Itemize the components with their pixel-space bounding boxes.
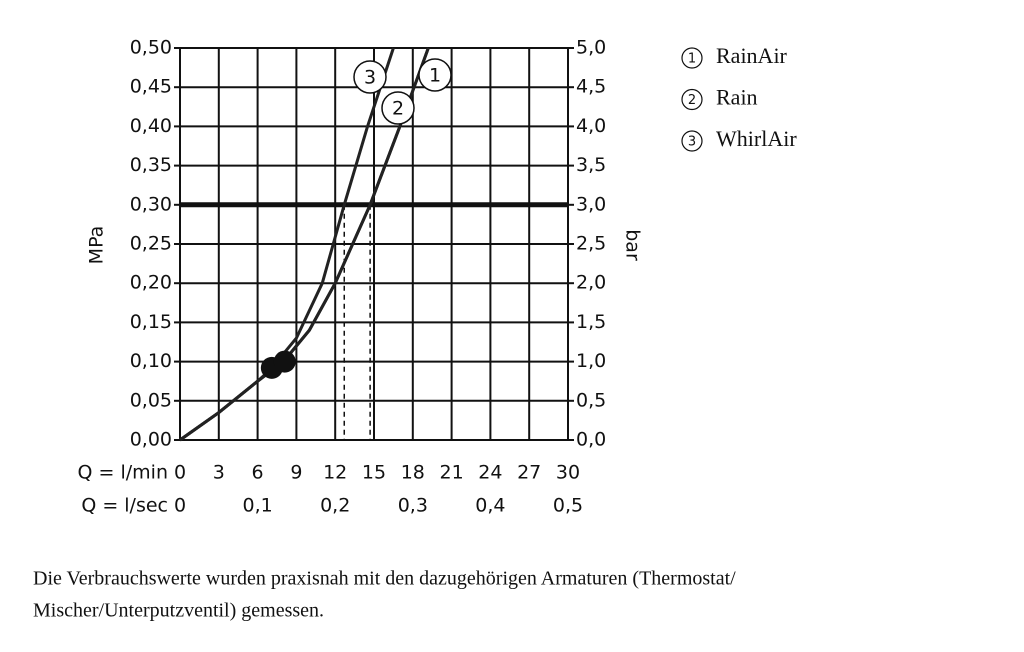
curve-label-circle bbox=[381, 91, 415, 125]
curve-label: 2 bbox=[392, 98, 404, 120]
highlight-point bbox=[273, 350, 296, 373]
y2-tick-label: 1,5 bbox=[576, 311, 606, 333]
x2-tick-label: 0,3 bbox=[398, 495, 428, 517]
y-tick-label: 0,50 bbox=[130, 37, 172, 59]
x2-tick-label: 0,4 bbox=[475, 495, 505, 517]
note: Mischer/Unterputzventil) gemessen. bbox=[33, 600, 324, 622]
legend-number: 2 bbox=[688, 93, 696, 108]
x2-axis-label: Q = l/sec bbox=[81, 495, 168, 517]
y2-tick-label: 3,5 bbox=[576, 154, 606, 176]
y-tick-label: 0,10 bbox=[130, 350, 172, 372]
series-line bbox=[179, 47, 395, 442]
x-tick-label: 21 bbox=[440, 462, 464, 484]
y2-tick-label: 2,5 bbox=[576, 233, 606, 255]
curve-label-circle bbox=[353, 60, 387, 94]
y-tick-label: 0,05 bbox=[130, 389, 172, 411]
x2-tick-label: 0,1 bbox=[242, 495, 272, 517]
x-tick-label: 24 bbox=[478, 462, 502, 484]
x-tick-label: 30 bbox=[556, 462, 580, 484]
y-tick-label: 0,00 bbox=[130, 429, 172, 451]
y2-axis-label: bar bbox=[622, 229, 644, 261]
y-axis-label: MPa bbox=[86, 226, 108, 265]
y2-tick-label: 1,0 bbox=[576, 350, 606, 372]
curve-label: 3 bbox=[364, 67, 376, 89]
legend-circle bbox=[681, 47, 703, 69]
y-tick-label: 0,25 bbox=[130, 233, 172, 255]
legend-number: 3 bbox=[688, 135, 696, 150]
legend-label: RainAir bbox=[716, 43, 788, 68]
x-tick-label: 18 bbox=[401, 462, 425, 484]
y-tick-label: 0,15 bbox=[130, 311, 172, 333]
y2-tick-label: 4,0 bbox=[576, 115, 606, 137]
legend-circle bbox=[681, 88, 703, 111]
y2-tick-label: 0,5 bbox=[576, 389, 606, 411]
x-tick-label: 12 bbox=[323, 462, 347, 484]
curve-label-circle bbox=[418, 58, 452, 92]
legend-label: Rain bbox=[716, 85, 758, 110]
curve-label: 1 bbox=[429, 65, 441, 87]
note: Die Verbrauchswerte wurden praxisnah mit… bbox=[33, 568, 736, 590]
y2-tick-label: 0,0 bbox=[576, 429, 606, 451]
legend-number: 1 bbox=[688, 52, 696, 67]
x-tick-label: 9 bbox=[290, 462, 302, 484]
y2-tick-label: 4,5 bbox=[576, 76, 606, 98]
y-tick-label: 0,30 bbox=[130, 193, 172, 215]
y2-tick-label: 3,0 bbox=[576, 193, 606, 215]
x2-tick-label: 0 bbox=[174, 495, 186, 517]
y2-tick-label: 5,0 bbox=[576, 37, 606, 59]
x-tick-label: 6 bbox=[252, 462, 264, 484]
y-tick-label: 0,45 bbox=[130, 76, 172, 98]
legend-label: WhirlAir bbox=[716, 126, 797, 151]
x-tick-label: 27 bbox=[517, 462, 541, 484]
x2-tick-label: 0,2 bbox=[320, 495, 350, 517]
y-tick-label: 0,35 bbox=[130, 154, 172, 176]
y-tick-label: 0,20 bbox=[130, 272, 172, 294]
x-tick-label: 0 bbox=[174, 462, 186, 484]
x-tick-label: 15 bbox=[362, 462, 386, 484]
x-tick-label: 3 bbox=[213, 462, 225, 484]
y-tick-label: 0,40 bbox=[130, 115, 172, 137]
legend-circle bbox=[681, 130, 703, 152]
y2-tick-label: 2,0 bbox=[576, 272, 606, 294]
x-axis-label: Q = l/min bbox=[78, 462, 168, 484]
x2-tick-label: 0,5 bbox=[553, 495, 583, 517]
